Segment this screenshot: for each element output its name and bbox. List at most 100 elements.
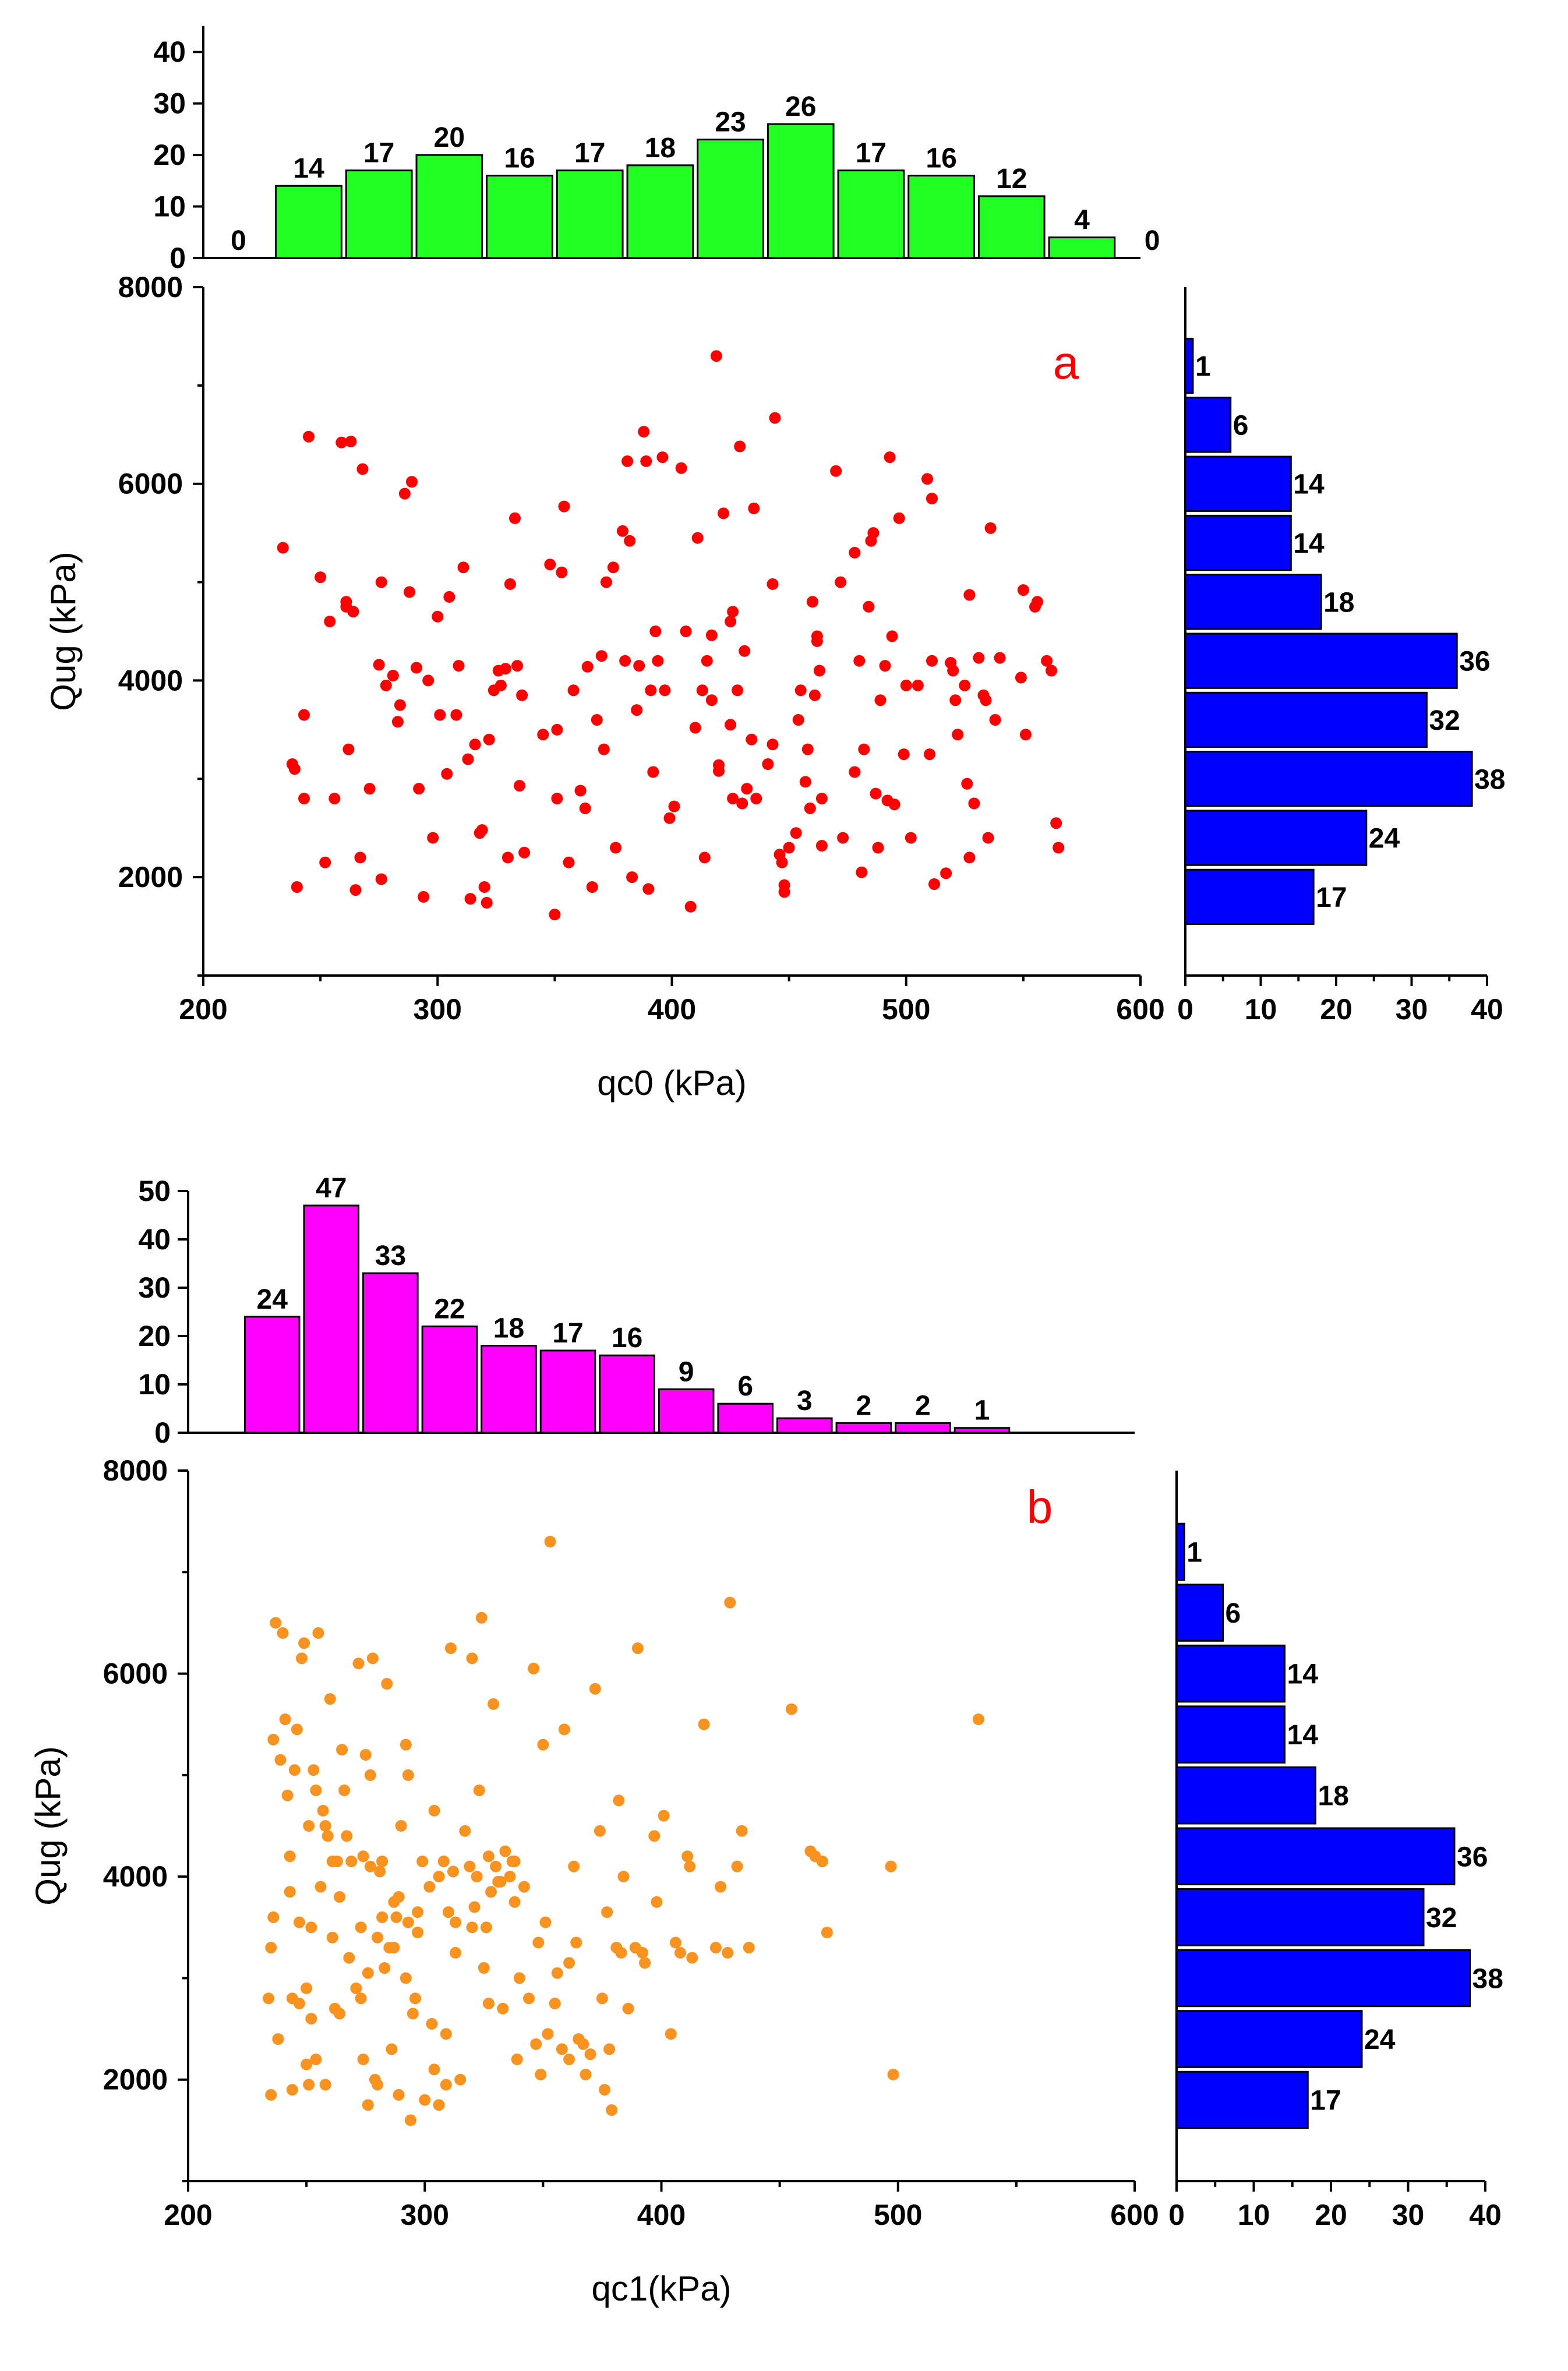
scatter-point (617, 525, 628, 537)
side-hist-bar (1184, 751, 1473, 807)
scatter-point (284, 1886, 296, 1898)
scatter-point (696, 684, 708, 697)
scatter-point (362, 1967, 374, 1979)
scatter-point (1046, 665, 1058, 677)
scatter-point (293, 1916, 305, 1928)
side-hist-bar-label: 17 (1316, 882, 1347, 913)
scatter-point (270, 1617, 282, 1629)
side-hist-bar (1184, 514, 1292, 571)
side-hist-bar-label: 14 (1293, 469, 1325, 500)
scatter-point (453, 660, 465, 672)
scatter-point (705, 694, 718, 706)
scatter-point (464, 893, 476, 905)
top-hist-bar (907, 174, 975, 259)
scatter-point (482, 1998, 495, 2009)
side-hist-x-tick-label: 30 (1392, 2199, 1425, 2231)
scatter-point (767, 578, 779, 590)
top-hist-bar-label: 2 (856, 1390, 871, 1421)
scatter-point (1053, 842, 1065, 854)
scatter-point (816, 1856, 828, 1867)
top-hist-bar-label: 3 (797, 1386, 813, 1416)
scatter-point (675, 462, 687, 474)
scatter-point (265, 2089, 277, 2101)
scatter-point (387, 670, 399, 681)
scatter-point (310, 1785, 322, 1796)
side-hist-bar (1175, 2070, 1309, 2129)
top-hist-bar-label: 1 (974, 1395, 990, 1426)
side-hist-x-tick-label: 0 (1177, 993, 1193, 1026)
scatter-point (478, 1962, 490, 1974)
scatter-point (357, 1850, 369, 1863)
top-hist-bar (599, 1354, 655, 1434)
top-hist-bar-label: 18 (645, 133, 676, 164)
side-hist-x-tick-label: 10 (1238, 2199, 1270, 2231)
scatter-point (698, 851, 711, 864)
scatter-point (722, 1946, 734, 1959)
side-hist-bar (1184, 574, 1322, 630)
scatter-point (443, 591, 455, 603)
scatter-point (893, 512, 905, 524)
scatter-point (407, 2008, 419, 2020)
scatter-point (442, 1906, 454, 1918)
side-hist-bar (1175, 1522, 1185, 1581)
scatter-point (544, 559, 556, 571)
scatter-point (301, 1982, 313, 1994)
scatter-point (357, 2053, 369, 2065)
top-hist-bar-label: 24 (257, 1284, 288, 1315)
scatter-point (305, 2013, 317, 2025)
scatter-point (485, 1886, 497, 1898)
scatter-point (475, 1612, 488, 1624)
scatter-point (265, 1942, 277, 1954)
scatter-x-tick-label: 300 (414, 993, 462, 1026)
scatter-point (412, 1906, 424, 1918)
scatter-point (481, 897, 493, 909)
top-hist-bar-label: 4 (1074, 205, 1090, 236)
scatter-point (568, 1860, 580, 1872)
scatter-point (1041, 655, 1053, 667)
scatter-point (921, 473, 933, 485)
scatter-point (366, 1652, 379, 1665)
scatter-point (994, 652, 1006, 664)
scatter-point (312, 1627, 324, 1639)
side-hist-bar-label: 1 (1195, 351, 1211, 382)
scatter-point (680, 626, 692, 637)
scatter-point (640, 455, 652, 467)
scatter-point (701, 655, 713, 667)
scatter-point (303, 1820, 315, 1832)
scatter-point (732, 684, 744, 697)
scatter-point (319, 1820, 331, 1832)
scatter-point (412, 1927, 424, 1938)
scatter-point (537, 1739, 549, 1751)
scatter-point (523, 1992, 535, 2005)
top-hist-y-tick-label: 40 (138, 1223, 171, 1256)
scatter-point (718, 507, 729, 520)
top-hist-bar-label: 16 (504, 143, 535, 174)
side-hist-bar-label: 14 (1293, 528, 1325, 559)
scatter-point (989, 714, 1001, 726)
scatter-point (444, 1642, 457, 1654)
scatter-point (362, 2099, 374, 2111)
scatter-point (288, 763, 301, 775)
scatter-point (372, 2079, 383, 2091)
top-hist-bar (415, 154, 483, 259)
scatter-point (345, 436, 357, 448)
scatter-point (691, 532, 704, 544)
scatter-point (298, 709, 310, 721)
scatter-point (607, 561, 619, 574)
scatter-point (804, 802, 816, 814)
side-hist-bar-label: 32 (1426, 1903, 1457, 1934)
scatter-point (863, 600, 875, 613)
scatter-point (1015, 672, 1027, 684)
scatter-point (341, 1830, 353, 1842)
scatter-point (542, 2028, 554, 2040)
scatter-point (428, 2063, 440, 2076)
scatter-point (811, 635, 823, 647)
scatter-point (622, 2002, 634, 2015)
side-hist-x-tick-label: 40 (1471, 993, 1503, 1026)
top-hist-bar-label: 17 (574, 138, 605, 169)
scatter-point (595, 650, 608, 662)
scatter-point (281, 1789, 294, 1801)
scatter-point (808, 689, 821, 701)
scatter-point (490, 1860, 502, 1872)
